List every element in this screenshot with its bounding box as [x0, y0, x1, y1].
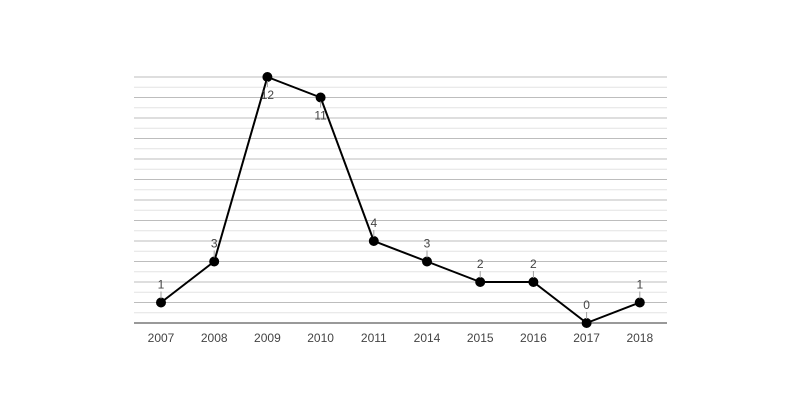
data-label: 2: [477, 257, 484, 271]
x-axis: 2007 2008 2009 2010 2011 2014 2015 2016 2017 2018: [134, 322, 667, 345]
x-tick-label: 2015: [467, 331, 494, 345]
series-lines: [160, 76, 641, 324]
data-point: [528, 277, 539, 287]
data-point: [156, 297, 166, 308]
data-label: 12: [261, 88, 275, 102]
data-label: 3: [211, 237, 218, 251]
x-tick-label: 2011: [361, 331, 387, 345]
x-tick-label: 2010: [307, 331, 334, 345]
data-points: [156, 72, 645, 328]
series-line: [160, 76, 641, 324]
x-tick-label: 2017: [573, 331, 600, 345]
x-tick-label: 2016: [520, 331, 547, 345]
data-label: 11: [314, 109, 327, 123]
x-tick-label: 2014: [414, 331, 441, 345]
data-point: [422, 256, 432, 267]
data-point: [262, 72, 273, 82]
x-tick-label: 2009: [254, 331, 281, 345]
data-point: [209, 256, 220, 267]
data-point: [475, 277, 486, 287]
data-label: 2: [530, 257, 537, 271]
data-label: 0: [583, 298, 590, 312]
data-point: [315, 92, 326, 103]
x-tick-label: 2018: [626, 331, 653, 345]
x-tick-label: 2007: [148, 331, 175, 345]
data-label: 3: [424, 237, 431, 251]
data-label: 4: [370, 216, 377, 230]
x-tick-label: 2008: [201, 331, 228, 345]
data-point: [634, 297, 645, 308]
grid-lines: [134, 76, 667, 314]
data-point: [581, 318, 592, 328]
data-point: [368, 236, 379, 246]
data-label: 1: [158, 278, 165, 292]
data-label: 1: [636, 278, 643, 292]
